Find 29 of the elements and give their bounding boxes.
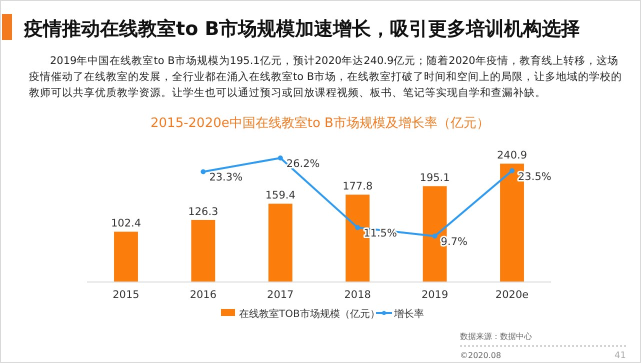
x-tick-label: 2017 <box>267 289 294 301</box>
chart-subtitle: 2019年中国在线教室to B市场规模为195.1亿元，预计2020年达240.9亿元；随着2020年疫情，教育线上转移，这场疫情催动了在线教室的发展，全行业都在涌入在线教室to B市场，在线教室打破了时间和空间上的局限，让多地域的学校的教师可以共享优质教学资源。让学生也可以通过预习或回放课程视频、板书、笔记等实现自学和查漏补缺。 <box>29 54 622 99</box>
data-label: 102.4 <box>110 218 142 230</box>
data-label: 126.3 <box>188 206 218 218</box>
bar <box>268 204 292 282</box>
data-label: 26.2% <box>286 158 320 170</box>
chart-title: 疫情推动在线教室to B市场规模加速增长，吸引更多培训机构选择 <box>23 18 580 40</box>
point <box>355 225 360 230</box>
x-tick-label: 2019 <box>421 289 448 301</box>
text: 2015-2020e中国在线教室to B市场规模及增长率（亿元） <box>150 115 490 131</box>
data-label: 23.3% <box>209 172 243 184</box>
x-tick-label: 2018 <box>344 289 371 301</box>
point <box>200 169 206 174</box>
text: ©2020.08 <box>460 351 502 360</box>
bar <box>191 220 216 282</box>
point <box>510 168 515 174</box>
x-tick-label: 2016 <box>190 289 217 301</box>
data-label: 177.8 <box>342 180 373 193</box>
data-label: 240.9 <box>496 150 528 162</box>
source-note: 数据来源：数据中心 <box>460 332 532 341</box>
data-label: 195.1 <box>420 172 450 184</box>
text: 41 <box>614 351 626 361</box>
data-label: 159.4 <box>265 190 296 202</box>
x-tick-label: 2015 <box>112 289 140 301</box>
x-tick-label: 2020e <box>495 289 529 301</box>
legend-label: 增长率 <box>393 308 424 320</box>
bar <box>114 232 138 282</box>
point <box>432 234 438 239</box>
legend-label: 在线教室TOB市场规模（亿元） <box>239 308 380 320</box>
